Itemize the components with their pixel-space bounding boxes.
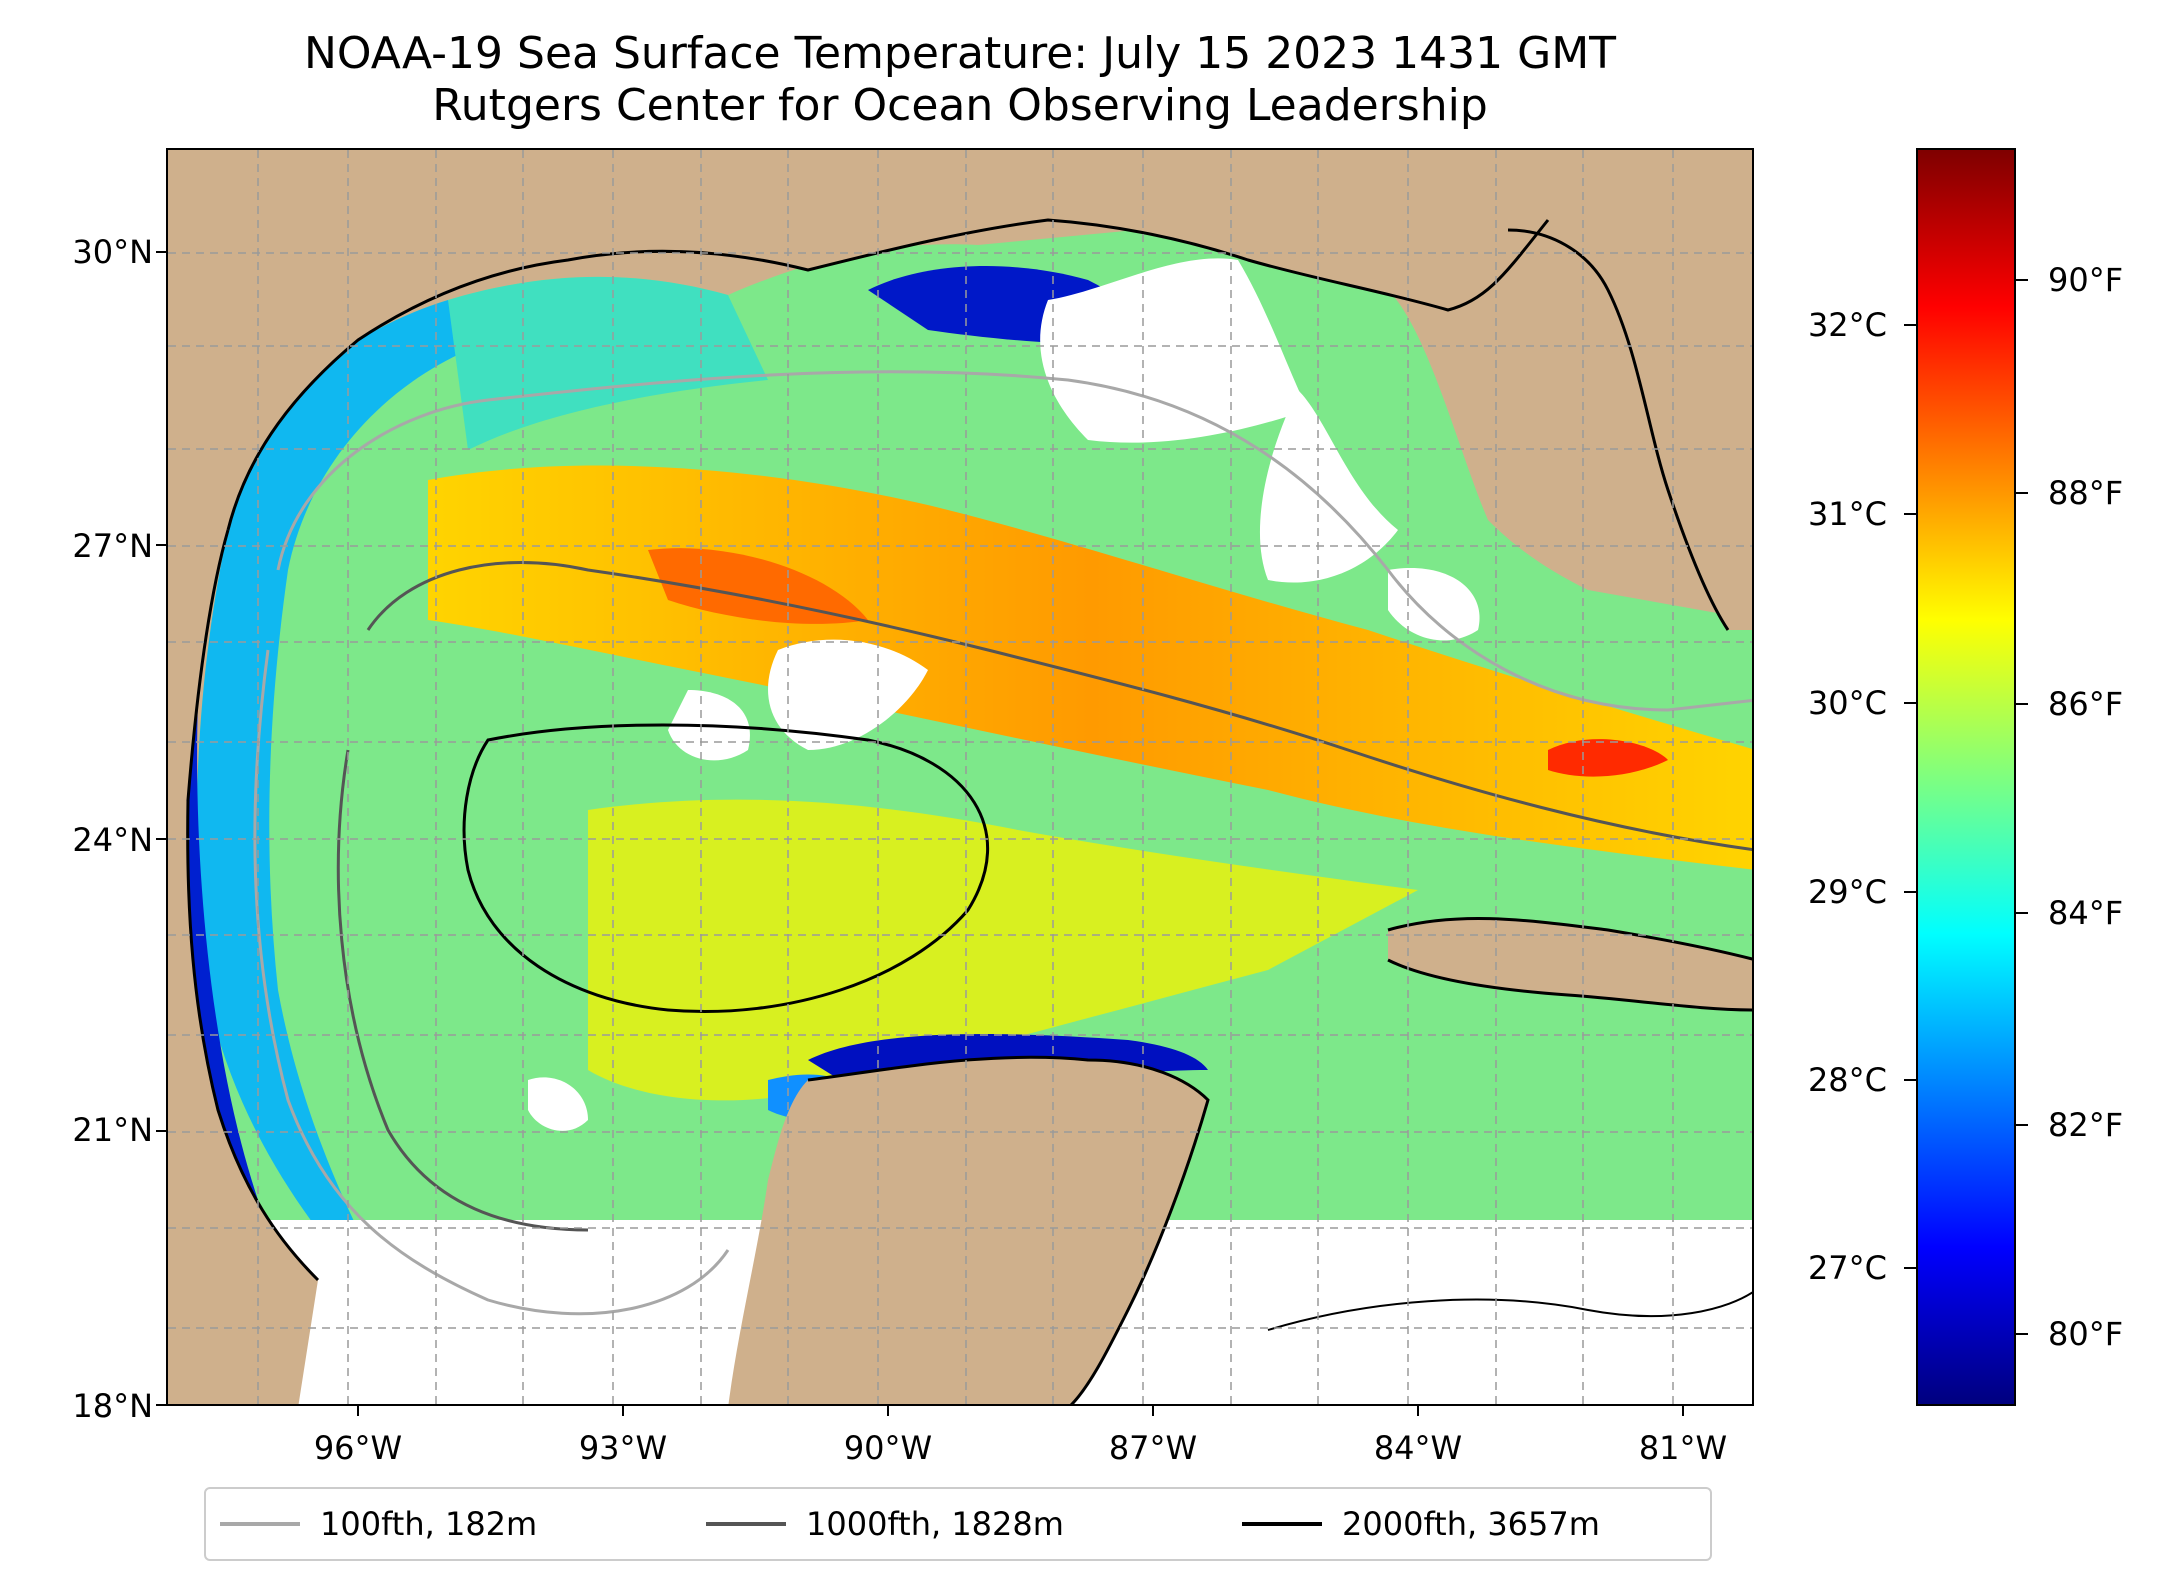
coastline-yucatan: [807, 1055, 1210, 1404]
lon-tick: [1417, 1406, 1419, 1416]
legend-label-1000fth: 1000fth, 1828m: [806, 1505, 1064, 1543]
bathymetry-legend: 100fth, 182m 1000fth, 1828m 2000fth, 365…: [204, 1487, 1712, 1561]
lat-label-18n: 18°N: [72, 1387, 153, 1425]
cloud-sw: [528, 1077, 588, 1131]
colorbar-fahrenheit-82: 82°F: [2048, 1106, 2124, 1144]
lat-tick: [156, 1130, 166, 1132]
contour-1000fth: [336, 561, 1752, 1232]
colorbar-celsius-32: 32°C: [1807, 306, 1887, 344]
colorbar-tick: [1904, 1267, 1916, 1269]
colorbar-fahrenheit-80: 80°F: [2048, 1315, 2124, 1353]
lat-tick: [156, 544, 166, 546]
colorbar-tick: [2016, 912, 2028, 914]
colorbar-tick: [1904, 891, 1916, 893]
colorbar-tick: [1904, 324, 1916, 326]
colorbar-celsius-29: 29°C: [1807, 873, 1887, 911]
temperature-colorbar: [1916, 148, 2016, 1406]
cloud-central: [768, 639, 928, 750]
colorbar-celsius-30: 30°C: [1807, 684, 1887, 722]
land-florida: [1508, 150, 1752, 630]
lat-label-30n: 30°N: [72, 233, 153, 271]
chart-subtitle: Rutgers Center for Ocean Observing Leade…: [432, 80, 1488, 131]
coastline-north: [226, 218, 1550, 531]
lat-label-27n: 27°N: [72, 527, 153, 565]
lon-tick: [1682, 1406, 1684, 1416]
legend-item-2000fth: 2000fth, 3657m: [1242, 1489, 1600, 1559]
cloud-ne-1: [1040, 258, 1308, 443]
coastline-cuba: [1387, 916, 1752, 1012]
legend-line-1000fth: [706, 1522, 786, 1526]
contour-100fth: [253, 370, 1752, 1316]
lat-tick: [156, 1404, 166, 1406]
chart-title: NOAA-19 Sea Surface Temperature: July 15…: [303, 28, 1617, 79]
colorbar-tick: [1904, 513, 1916, 515]
cloud-ne-2: [1259, 390, 1398, 583]
lat-label-24n: 24°N: [72, 821, 153, 859]
lat-label-21n: 21°N: [72, 1111, 153, 1149]
colorbar-fahrenheit-90: 90°F: [2048, 261, 2124, 299]
lon-label-81w: 81°W: [1638, 1429, 1728, 1467]
cloud-east-1: [1388, 568, 1480, 641]
lon-tick: [887, 1406, 889, 1416]
lon-tick: [1152, 1406, 1154, 1416]
lon-label-84w: 84°W: [1373, 1429, 1463, 1467]
lon-label-87w: 87°W: [1108, 1429, 1198, 1467]
east-hot-spot: [1548, 739, 1668, 777]
colorbar-celsius-28: 28°C: [1807, 1061, 1887, 1099]
sst-map[interactable]: [166, 148, 1754, 1406]
contour-2000fth: [462, 723, 989, 1014]
coastline-west: [186, 529, 320, 1282]
legend-line-100fth: [220, 1522, 300, 1526]
colorbar-tick: [2016, 1124, 2028, 1126]
land-yucatan: [728, 1057, 1208, 1404]
colorbar-celsius-31: 31°C: [1807, 495, 1887, 533]
colorbar-tick: [1904, 702, 1916, 704]
colorbar-tick: [1904, 1079, 1916, 1081]
central-hot-core: [648, 548, 868, 624]
colorbar-fahrenheit-88: 88°F: [2048, 474, 2124, 512]
graticule: [168, 150, 1752, 1404]
legend-item-1000fth: 1000fth, 1828m: [706, 1489, 1064, 1559]
legend-label-100fth: 100fth, 182m: [320, 1505, 538, 1543]
lon-label-96w: 96°W: [313, 1429, 403, 1467]
legend-item-100fth: 100fth, 182m: [220, 1489, 537, 1559]
south-yellow-green: [588, 799, 1418, 1101]
north-cyan: [448, 276, 768, 450]
land-mexico-west: [168, 800, 318, 1404]
colorbar-tick: [2016, 1333, 2028, 1335]
legend-line-2000fth: [1242, 1522, 1322, 1526]
land-cuba: [1388, 918, 1752, 1010]
colorbar-fahrenheit-86: 86°F: [2048, 685, 2124, 723]
colorbar-celsius-27: 27°C: [1807, 1249, 1887, 1287]
west-shelf-cool: [196, 300, 468, 1250]
lat-tick: [156, 838, 166, 840]
lon-label-90w: 90°W: [843, 1429, 933, 1467]
contour-south: [1267, 1291, 1752, 1331]
colorbar-tick: [2016, 279, 2028, 281]
lon-tick: [622, 1406, 624, 1416]
lat-tick: [156, 251, 166, 253]
lon-tick: [357, 1406, 359, 1416]
colorbar-fahrenheit-84: 84°F: [2048, 894, 2124, 932]
lon-label-93w: 93°W: [578, 1429, 668, 1467]
map-canvas: [168, 150, 1752, 1404]
coastline-florida: [1507, 228, 1730, 631]
colorbar-tick: [2016, 703, 2028, 705]
colorbar-tick: [2016, 492, 2028, 494]
legend-label-2000fth: 2000fth, 3657m: [1342, 1505, 1600, 1543]
